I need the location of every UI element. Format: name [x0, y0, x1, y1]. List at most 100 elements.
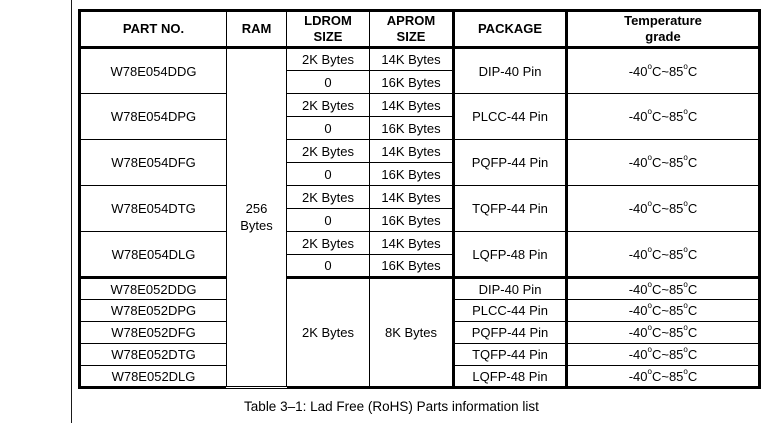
degree-sup: o	[647, 61, 652, 71]
package-value: TQFP-44 Pin	[472, 347, 548, 362]
part-no: W78E052DPG	[110, 303, 197, 318]
temperature-cell: -40oC~85oC	[565, 365, 760, 388]
package-cell: DIP-40 Pin	[452, 276, 567, 300]
temp-text: C	[687, 109, 698, 124]
ldrom-cell: 0	[286, 254, 370, 278]
package-value: LQFP-48 Pin	[472, 246, 548, 262]
ldrom-value: 0	[324, 120, 332, 136]
package-cell: LQFP-48 Pin	[452, 365, 567, 388]
table-row: W78E054DTG 2K Bytes 14K Bytes TQFP-44 Pi…	[79, 185, 760, 232]
part-no: W78E054DLG	[111, 246, 196, 262]
table-row: W78E052DPG PLCC-44 Pin -40oC~85oC	[79, 299, 760, 322]
aprom-value: 16K Bytes	[381, 74, 441, 90]
parts-information-table: PART NO. RAM LDROM SIZE APROM SIZE PACKA…	[78, 9, 761, 389]
part-no-cell: W78E052DDG	[79, 276, 227, 300]
ldrom-cell: 0	[286, 70, 370, 94]
aprom-value: 16K Bytes	[381, 120, 441, 136]
package-value: PQFP-44 Pin	[471, 325, 549, 340]
temperature-value: -40oC~85oC	[628, 345, 698, 363]
aprom-value: 16K Bytes	[381, 166, 441, 182]
temp-text: C~85	[651, 155, 684, 170]
ldrom-cell: 2K Bytes	[286, 185, 370, 209]
aprom-cell: 14K Bytes	[369, 139, 454, 163]
degree-sup: o	[647, 366, 652, 376]
temperature-cell: -40oC~85oC	[565, 185, 760, 232]
ldrom-cell: 2K Bytes	[286, 139, 370, 163]
package-cell: PQFP-44 Pin	[452, 321, 567, 344]
temp-text: C~85	[651, 246, 684, 262]
temperature-cell: -40oC~85oC	[565, 343, 760, 366]
ldrom-value: 2K Bytes	[301, 325, 355, 340]
ldrom-cell: 0	[286, 116, 370, 140]
degree-sup: o	[647, 153, 652, 162]
temperature-cell: -40oC~85oC	[565, 139, 760, 186]
degree-sup: o	[683, 107, 688, 116]
degree-sup: o	[647, 107, 652, 116]
ldrom-cell: 2K Bytes	[286, 47, 370, 71]
temp-text: C	[687, 246, 698, 262]
temp-text: -40	[628, 347, 648, 362]
aprom-cell: 16K Bytes	[369, 162, 454, 186]
table-row: 0 16K Bytes	[80, 208, 760, 232]
ldrom-cell: 2K Bytes	[286, 93, 370, 117]
table-caption: Table 3–1: Lad Free (RoHS) Parts informa…	[244, 399, 539, 414]
part-no: W78E052DDG	[110, 281, 197, 297]
aprom-cell: 16K Bytes	[369, 254, 454, 278]
temp-text: C~85	[651, 325, 684, 340]
package-value: PQFP-44 Pin	[471, 155, 549, 170]
temp-text: -40	[628, 63, 648, 79]
package-value: PLCC-44 Pin	[472, 303, 548, 318]
degree-sup: o	[647, 244, 652, 254]
package-cell: TQFP-44 Pin	[452, 185, 567, 232]
temp-text: C	[687, 281, 698, 297]
ldrom-value: 0	[324, 74, 332, 90]
aprom-cell: 14K Bytes	[369, 93, 454, 117]
ldrom-value: 2K Bytes	[301, 143, 355, 159]
part-no-cell: W78E052DPG	[79, 299, 227, 322]
package-cell: PLCC-44 Pin	[452, 299, 567, 322]
table-row: W78E054DLG 2K Bytes 14K Bytes LQFP-48 Pi…	[79, 231, 760, 278]
aprom-value: 16K Bytes	[381, 258, 441, 273]
package-cell: DIP-40 Pin	[452, 47, 567, 94]
header-package: PACKAGE	[452, 10, 567, 49]
degree-sup: o	[683, 345, 688, 354]
temperature-value: -40oC~85oC	[628, 279, 698, 297]
temperature-value: -40oC~85oC	[628, 107, 698, 125]
temperature-value: -40oC~85oC	[628, 61, 698, 79]
temp-text: -40	[628, 246, 648, 262]
header-row: PART NO. RAM LDROM SIZE APROM SIZE PACKA…	[79, 10, 760, 49]
temperature-value: -40oC~85oC	[629, 199, 698, 217]
aprom-value: 14K Bytes	[381, 97, 441, 113]
temp-text: C	[687, 201, 698, 216]
part-no: W78E054DTG	[111, 201, 196, 216]
ldrom-cell: 0	[286, 208, 370, 232]
temp-text: -40	[628, 155, 648, 170]
ldrom-cell: 0	[286, 162, 370, 186]
degree-sup: o	[683, 279, 688, 289]
ldrom-value: 2K Bytes	[301, 189, 355, 205]
package-cell: LQFP-48 Pin	[452, 231, 567, 278]
part-no-cell: W78E054DPG	[79, 93, 227, 140]
temperature-value: -40oC~85oC	[629, 366, 698, 384]
aprom-value: 14K Bytes	[381, 235, 441, 251]
degree-sup: o	[647, 199, 652, 208]
table-row: W78E052DLG LQFP-48 Pin -40oC~85oC	[79, 365, 760, 388]
temp-text: C~85	[651, 347, 684, 362]
revision-change-bar	[71, 0, 72, 423]
temp-text: C	[687, 63, 698, 79]
degree-sup: o	[683, 301, 688, 310]
package-cell: PLCC-44 Pin	[452, 93, 567, 140]
part-no: W78E052DTG	[111, 347, 196, 362]
ldrom-value: 0	[324, 258, 332, 273]
part-no: W78E054DFG	[111, 155, 196, 170]
header-label: PART NO.	[122, 20, 185, 36]
temp-text: -40	[628, 109, 648, 124]
temp-text: -40	[628, 281, 648, 297]
table-row: W78E052DFG PQFP-44 Pin -40oC~85oC	[79, 321, 760, 344]
header-label: RAM	[241, 20, 272, 36]
temperature-cell: -40oC~85oC	[565, 231, 760, 278]
table-row: W78E052DTG TQFP-44 Pin -40oC~85oC	[79, 343, 760, 366]
temp-text: C	[687, 155, 698, 170]
temp-text: C~85	[651, 109, 684, 124]
ram-cell: 256 Bytes	[226, 47, 287, 389]
